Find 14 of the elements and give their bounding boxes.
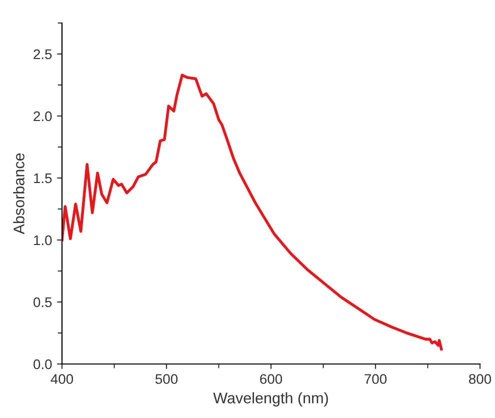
x-tick-label: 600 — [260, 374, 282, 384]
line-series — [62, 74, 443, 351]
y-tick-label: 1.5 — [34, 173, 52, 184]
x-tick-label: 400 — [50, 374, 74, 384]
y-axis-title: Absorbance — [13, 153, 24, 234]
y-tick-label: 0.5 — [34, 297, 52, 308]
y-tick-label: 0.0 — [34, 359, 52, 370]
y-tick-label: 1.0 — [34, 235, 52, 246]
x-axis-title: Wavelength (nm) — [213, 392, 328, 406]
y-tick-label: 2.5 — [34, 49, 52, 60]
x-tick-label: 500 — [155, 374, 178, 384]
x-tick-label: 800 — [469, 374, 492, 384]
y-tick-label: 2.0 — [34, 111, 52, 122]
x-tick-label: 700 — [364, 374, 387, 384]
